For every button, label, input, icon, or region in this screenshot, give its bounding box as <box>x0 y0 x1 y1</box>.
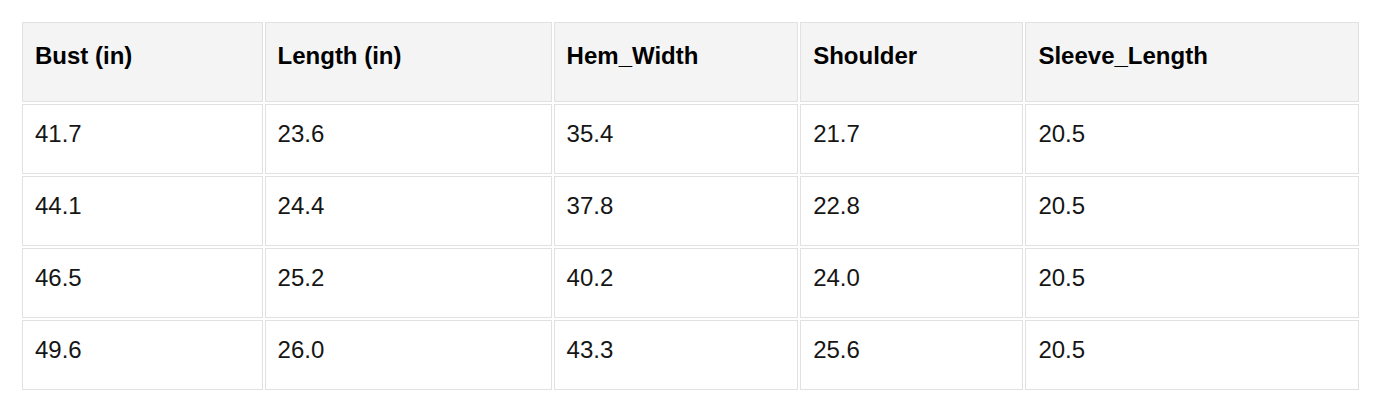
table-cell: 25.6 <box>800 320 1023 390</box>
table-cell: 22.8 <box>800 176 1023 246</box>
table-cell: 21.7 <box>800 104 1023 174</box>
table-row: 49.6 26.0 43.3 25.6 20.5 <box>22 320 1359 390</box>
table-cell: 26.0 <box>265 320 552 390</box>
table-cell: 24.0 <box>800 248 1023 318</box>
table-body: 41.7 23.6 35.4 21.7 20.5 44.1 24.4 37.8 … <box>22 104 1359 390</box>
table-cell: 44.1 <box>22 176 263 246</box>
table-cell: 41.7 <box>22 104 263 174</box>
table-cell: 23.6 <box>265 104 552 174</box>
table-cell: 46.5 <box>22 248 263 318</box>
header-row: Bust (in) Length (in) Hem_Width Shoulder… <box>22 22 1359 102</box>
header-cell-length: Length (in) <box>265 22 552 102</box>
table-row: 44.1 24.4 37.8 22.8 20.5 <box>22 176 1359 246</box>
header-cell-bust: Bust (in) <box>22 22 263 102</box>
header-cell-shoulder: Shoulder <box>800 22 1023 102</box>
table-cell: 20.5 <box>1025 248 1359 318</box>
table-header: Bust (in) Length (in) Hem_Width Shoulder… <box>22 22 1359 102</box>
table-cell: 20.5 <box>1025 320 1359 390</box>
table-row: 41.7 23.6 35.4 21.7 20.5 <box>22 104 1359 174</box>
table-cell: 37.8 <box>554 176 799 246</box>
table-cell: 20.5 <box>1025 176 1359 246</box>
page: Bust (in) Length (in) Hem_Width Shoulder… <box>0 0 1381 413</box>
table-cell: 25.2 <box>265 248 552 318</box>
table-row: 46.5 25.2 40.2 24.0 20.5 <box>22 248 1359 318</box>
header-cell-sleeve-length: Sleeve_Length <box>1025 22 1359 102</box>
table-cell: 20.5 <box>1025 104 1359 174</box>
table-cell: 24.4 <box>265 176 552 246</box>
size-chart-table: Bust (in) Length (in) Hem_Width Shoulder… <box>20 20 1361 392</box>
table-cell: 49.6 <box>22 320 263 390</box>
table-cell: 35.4 <box>554 104 799 174</box>
table-cell: 40.2 <box>554 248 799 318</box>
table-cell: 43.3 <box>554 320 799 390</box>
header-cell-hem-width: Hem_Width <box>554 22 799 102</box>
